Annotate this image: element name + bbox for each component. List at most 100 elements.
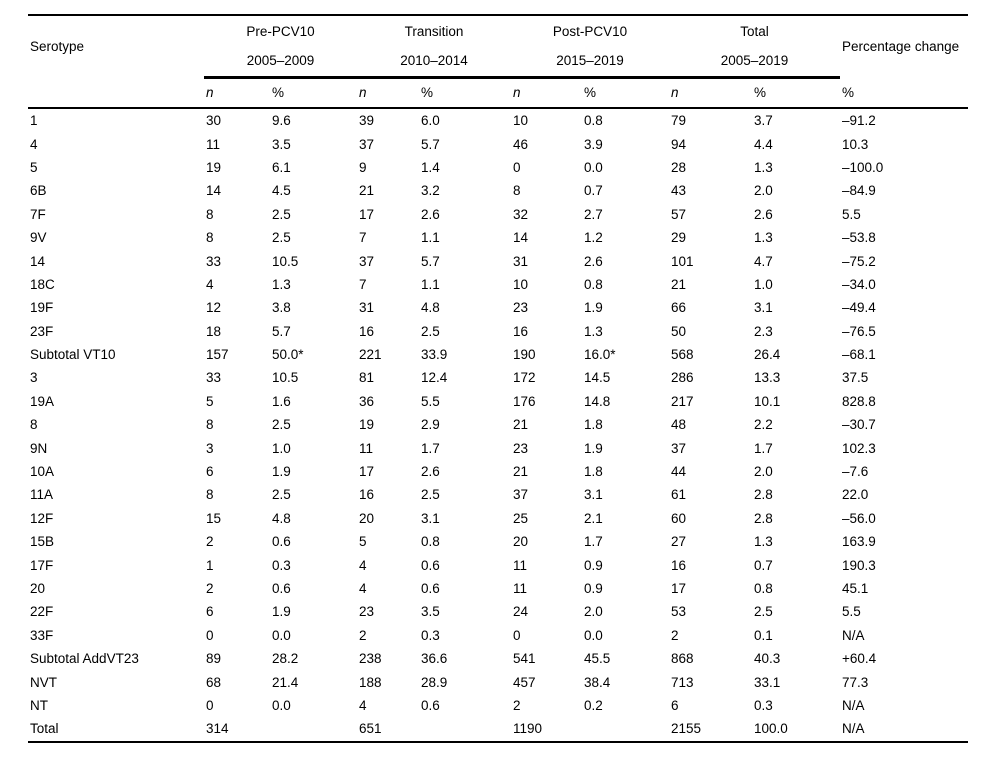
value-cell: 1.9 bbox=[272, 604, 291, 620]
value-cell: 0.1 bbox=[754, 627, 773, 643]
value-cell: 1.3 bbox=[754, 159, 773, 175]
value-cell: 4 bbox=[206, 276, 214, 292]
subcol-pct-pre: % bbox=[270, 77, 357, 109]
value-cell: 16 bbox=[513, 323, 529, 339]
table-row: Subtotal AddVT23 89 28.2 238 36.6 541 45.5 868 4… bbox=[28, 647, 968, 670]
serotype-cell: 9N bbox=[30, 440, 48, 456]
value-cell: 0.6 bbox=[421, 697, 440, 713]
serotype-cell: 4 bbox=[30, 136, 38, 152]
value-cell: 3.5 bbox=[421, 604, 440, 620]
serotype-cell: NT bbox=[30, 697, 48, 713]
value-cell: 37 bbox=[359, 253, 375, 269]
value-cell: 10.1 bbox=[754, 393, 781, 409]
value-cell: 0.6 bbox=[421, 581, 440, 596]
value-cell: 2.0 bbox=[584, 604, 603, 620]
value-cell: 101 bbox=[671, 253, 694, 269]
value-cell: 4 bbox=[359, 581, 367, 596]
value-cell: 45.1 bbox=[842, 581, 869, 596]
serotype-cell: 17F bbox=[30, 557, 54, 573]
table-row: 9V 8 2.5 7 1.1 14 1.2 29 1.3 –53.8 bbox=[28, 226, 968, 249]
value-cell: 0.2 bbox=[584, 697, 603, 713]
value-cell: 1.9 bbox=[272, 464, 291, 480]
value-cell: 0.9 bbox=[584, 557, 603, 573]
value-cell: 2.5 bbox=[272, 487, 291, 503]
value-cell: 3.7 bbox=[754, 113, 773, 129]
value-cell: 541 bbox=[513, 651, 536, 667]
value-cell: 4.4 bbox=[754, 136, 773, 152]
value-cell: 33.1 bbox=[754, 674, 781, 690]
table-body: 1 30 9.6 39 6.0 10 0.8 79 3.7 –91.2 4 11 3.5 37 5.7 46 3… bbox=[28, 108, 968, 742]
value-cell: 713 bbox=[671, 674, 694, 690]
value-cell: 4.8 bbox=[272, 510, 291, 526]
value-cell: 18 bbox=[206, 323, 222, 339]
value-cell: 5.5 bbox=[842, 206, 861, 222]
value-cell: 14 bbox=[206, 183, 222, 199]
value-cell: 57 bbox=[671, 206, 687, 222]
value-cell: –68.1 bbox=[842, 347, 876, 363]
value-cell: –53.8 bbox=[842, 230, 876, 246]
value-cell: –7.6 bbox=[842, 464, 869, 480]
value-cell: 2.6 bbox=[421, 464, 440, 480]
header-years-row: 2005–2009 2010–2014 2015–2019 2005–2019 bbox=[28, 46, 968, 79]
table-row: 12F 15 4.8 20 3.1 25 2.1 60 2.8 –56.0 bbox=[28, 507, 968, 530]
value-cell: 2 bbox=[206, 581, 214, 596]
serotype-cell: 10A bbox=[30, 464, 55, 480]
value-cell: 3 bbox=[206, 440, 214, 456]
value-cell: 21 bbox=[359, 183, 375, 199]
subcol-pct-total: % bbox=[752, 77, 841, 109]
value-cell: 21.4 bbox=[272, 674, 299, 690]
value-cell: 28 bbox=[671, 159, 687, 175]
serotype-cell: 22F bbox=[30, 604, 54, 620]
value-cell: 39 bbox=[359, 113, 375, 129]
value-cell: 31 bbox=[513, 253, 529, 269]
value-cell: 26.4 bbox=[754, 347, 781, 363]
serotype-distribution-table: Serotype Pre-PCV10 Transition Post-PCV10… bbox=[28, 14, 969, 743]
table-row: 20 2 0.6 4 0.6 11 0.9 17 0.8 45.1 bbox=[28, 577, 968, 600]
value-cell: –34.0 bbox=[842, 276, 876, 292]
serotype-cell: 11A bbox=[30, 487, 54, 503]
value-cell: 31 bbox=[359, 300, 375, 316]
value-cell: 27 bbox=[671, 534, 687, 550]
value-cell: 5.5 bbox=[842, 604, 861, 620]
value-cell: 36 bbox=[359, 393, 375, 409]
value-cell: 5.5 bbox=[421, 393, 440, 409]
value-cell: 6 bbox=[206, 604, 214, 620]
value-cell: 2.5 bbox=[421, 487, 440, 503]
value-cell: 188 bbox=[359, 674, 382, 690]
value-cell: 0.8 bbox=[421, 534, 440, 550]
group-header-total: Total bbox=[740, 23, 769, 39]
table-row: 8 8 2.5 19 2.9 21 1.8 48 2.2 –30.7 bbox=[28, 413, 968, 436]
value-cell: 2.6 bbox=[421, 206, 440, 222]
value-cell: 102.3 bbox=[842, 440, 876, 456]
value-cell: 66 bbox=[671, 300, 687, 316]
group-header-post-pcv10: Post-PCV10 bbox=[552, 23, 628, 39]
value-cell: 2.6 bbox=[584, 253, 603, 269]
value-cell: 50.0* bbox=[272, 347, 304, 363]
table-row: 10A 6 1.9 17 2.6 21 1.8 44 2.0 –7.6 bbox=[28, 460, 968, 483]
value-cell: 37.5 bbox=[842, 370, 869, 386]
serotype-cell: 19F bbox=[30, 300, 54, 316]
value-cell: –100.0 bbox=[842, 159, 884, 175]
value-cell: 11 bbox=[513, 557, 528, 573]
value-cell: –30.7 bbox=[842, 417, 876, 433]
value-cell: 1.7 bbox=[754, 440, 773, 456]
value-cell: 1.8 bbox=[584, 417, 603, 433]
years-total: 2005–2019 bbox=[669, 46, 841, 79]
value-cell: 1.1 bbox=[421, 230, 440, 246]
value-cell: 5 bbox=[206, 393, 214, 409]
value-cell: 172 bbox=[513, 370, 536, 386]
value-cell: 2 bbox=[359, 627, 367, 643]
value-cell: 0.3 bbox=[754, 697, 773, 713]
value-cell: 1.7 bbox=[421, 440, 440, 456]
value-cell: 0.7 bbox=[584, 183, 603, 199]
value-cell: 24 bbox=[513, 604, 529, 620]
value-cell: 4.5 bbox=[272, 183, 291, 199]
value-cell: 3.9 bbox=[584, 136, 603, 152]
value-cell: 1.3 bbox=[754, 230, 773, 246]
value-cell: 2.8 bbox=[754, 510, 773, 526]
value-cell: 22.0 bbox=[842, 487, 869, 503]
serotype-column-header: Serotype bbox=[30, 39, 85, 54]
table-row: Subtotal VT10 157 50.0* 221 33.9 190 16.0* 568 2… bbox=[28, 343, 968, 366]
value-cell: 0.0 bbox=[272, 697, 291, 713]
value-cell: 286 bbox=[671, 370, 694, 386]
